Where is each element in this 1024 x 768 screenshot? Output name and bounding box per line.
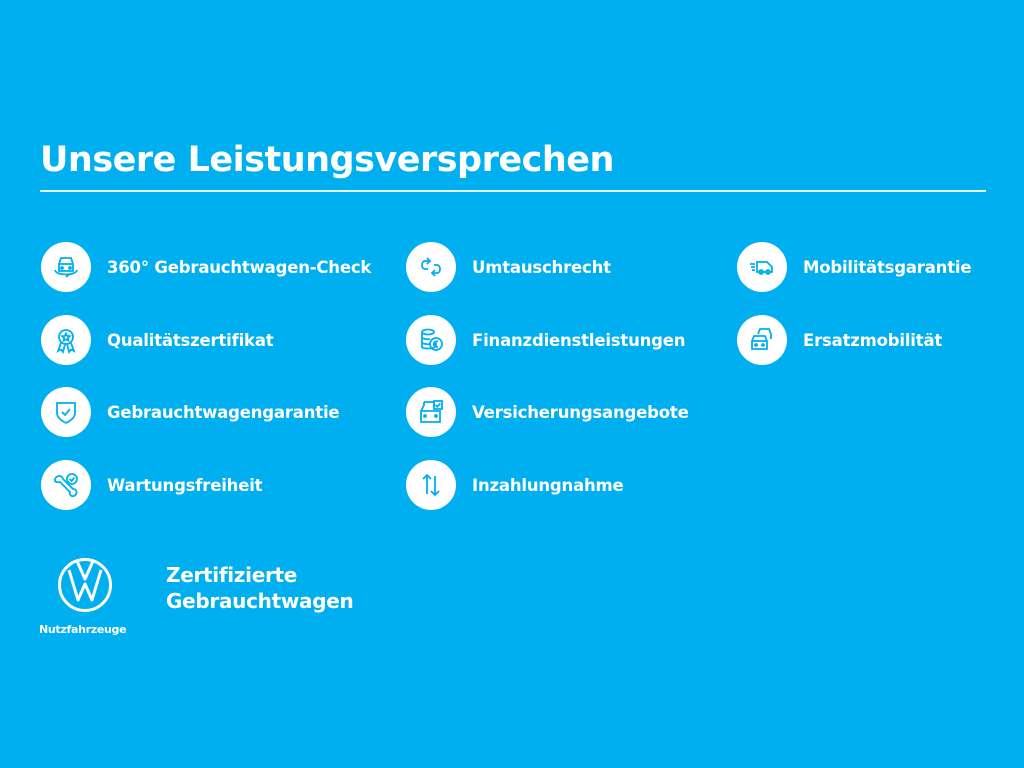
page-title: Unsere Leistungsversprechen	[40, 140, 614, 180]
item-label: Finanzdienstleistungen	[472, 330, 686, 350]
award-ribbon-icon	[41, 315, 91, 365]
item-exchange-right: Umtauschrecht	[406, 241, 611, 293]
item-insurance: Versicherungsangebote	[406, 386, 689, 438]
item-label: Umtauschrecht	[472, 257, 611, 277]
item-trade-in: Inzahlungnahme	[406, 459, 624, 511]
coins-euro-icon	[406, 315, 456, 365]
brand-subtitle: Nutzfahrzeuge	[39, 623, 127, 636]
item-financial-services: Finanzdienstleistungen	[406, 314, 686, 366]
vw-logo	[58, 558, 112, 612]
item-label: Gebrauchtwagengarantie	[107, 402, 340, 422]
item-label: Ersatzmobilität	[803, 330, 943, 350]
item-mobility-guarantee: Mobilitätsgarantie	[737, 241, 972, 293]
title-divider	[40, 190, 986, 192]
item-360-check: 360° Gebrauchtwagen-Check	[41, 241, 371, 293]
cars-stack-icon	[737, 315, 787, 365]
tagline-line1: Zertifizierte	[166, 563, 298, 587]
item-label: Inzahlungnahme	[472, 475, 624, 495]
item-label: Mobilitätsgarantie	[803, 257, 972, 277]
tagline: Zertifizierte Gebrauchtwagen	[166, 562, 354, 614]
up-down-arrows-icon	[406, 460, 456, 510]
exchange-arrows-icon	[406, 242, 456, 292]
car-360-icon	[41, 242, 91, 292]
tagline-line2: Gebrauchtwagen	[166, 589, 354, 613]
shield-check-icon	[41, 387, 91, 437]
item-quality-certificate: Qualitätszertifikat	[41, 314, 274, 366]
item-label: Versicherungsangebote	[472, 402, 689, 422]
wrench-check-icon	[41, 460, 91, 510]
item-replacement-mobility: Ersatzmobilität	[737, 314, 942, 366]
car-document-icon	[406, 387, 456, 437]
item-warranty: Gebrauchtwagengarantie	[41, 386, 340, 438]
van-speed-icon	[737, 242, 787, 292]
item-label: Qualitätszertifikat	[107, 330, 274, 350]
item-label: 360° Gebrauchtwagen-Check	[107, 257, 372, 277]
item-label: Wartungsfreiheit	[107, 475, 263, 495]
item-maintenance: Wartungsfreiheit	[41, 459, 263, 511]
